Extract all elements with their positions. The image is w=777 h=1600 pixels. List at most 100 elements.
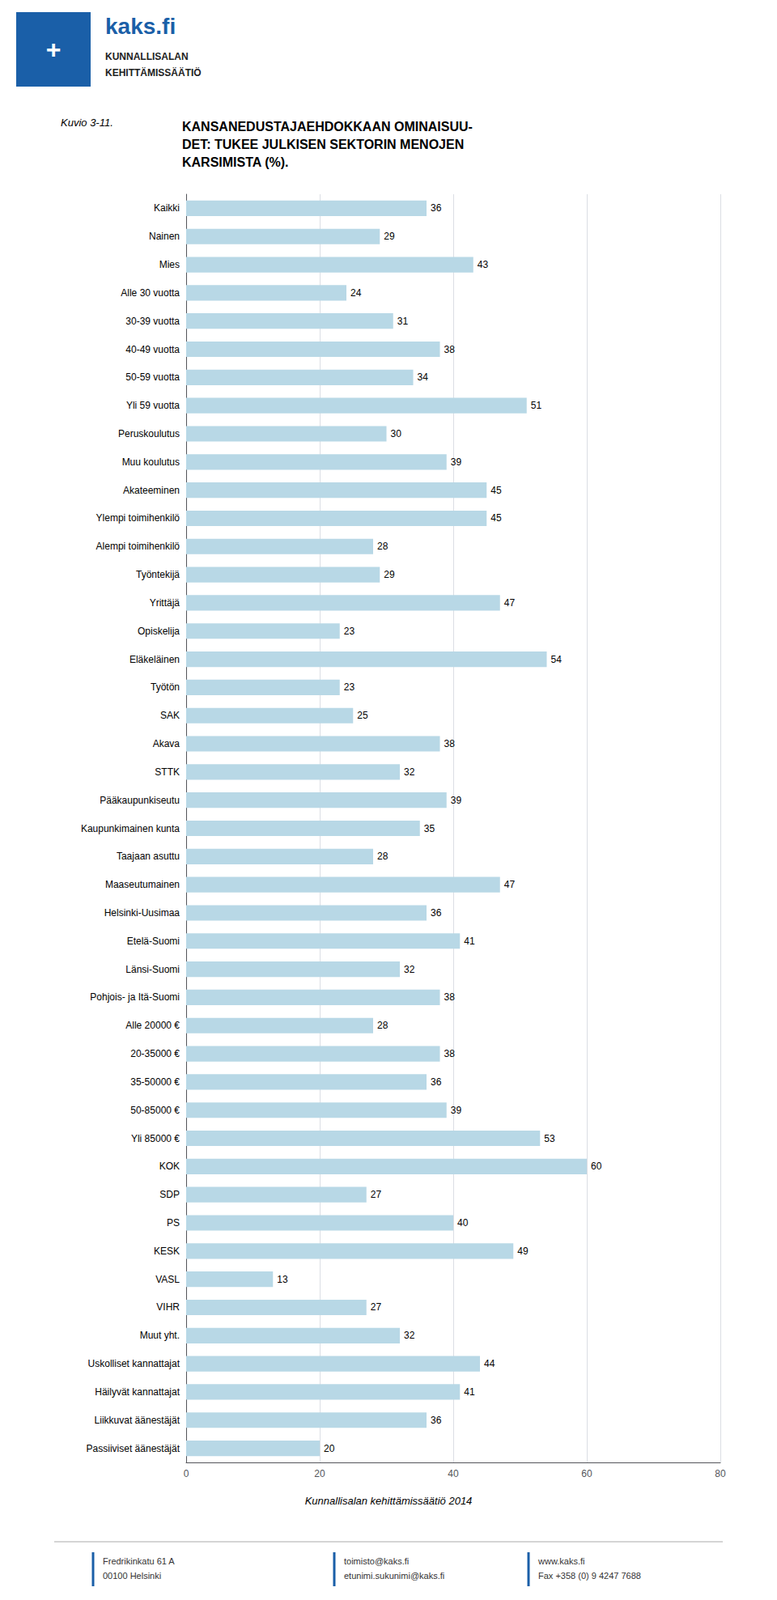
svg-text:kaks.fi: kaks.fi [105,13,176,39]
svg-text:Passiiviset äänestäjät: Passiiviset äänestäjät [86,1443,181,1455]
svg-text:28: 28 [377,1019,389,1032]
svg-text:Länsi-Suomi: Länsi-Suomi [125,963,180,976]
svg-text:47: 47 [504,597,516,609]
svg-text:Liikkuvat äänestäjät: Liikkuvat äänestäjät [94,1414,181,1427]
svg-text:51: 51 [530,399,543,412]
svg-text:Mies: Mies [159,259,180,271]
svg-text:40: 40 [447,1468,459,1480]
svg-text:38: 38 [444,1048,456,1060]
svg-text:Fredrikinkatu 61 A: Fredrikinkatu 61 A [102,1556,175,1567]
svg-text:www.kaks.fi: www.kaks.fi [537,1556,585,1567]
svg-text:+: + [46,34,62,64]
svg-text:45: 45 [490,484,502,497]
svg-text:23: 23 [343,681,356,693]
svg-text:Eläkeläinen: Eläkeläinen [129,653,180,666]
svg-text:32: 32 [403,1329,416,1342]
svg-text:STTK: STTK [154,766,180,778]
svg-text:36: 36 [430,202,442,214]
svg-text:60: 60 [581,1468,593,1480]
svg-text:47: 47 [504,878,516,891]
svg-text:Muu koulutus: Muu koulutus [122,456,180,468]
svg-text:KUNNALLISALAN: KUNNALLISALAN [105,50,189,63]
svg-text:36: 36 [430,907,442,919]
svg-text:Nainen: Nainen [148,230,180,243]
svg-text:Alempi toimihenkilö: Alempi toimihenkilö [96,540,181,552]
svg-text:29: 29 [383,230,395,243]
svg-text:Kuvio 3-11.: Kuvio 3-11. [60,116,114,129]
svg-text:00100 Helsinki: 00100 Helsinki [102,1570,162,1581]
svg-text:53: 53 [543,1133,556,1145]
svg-text:36: 36 [430,1076,442,1088]
svg-text:30: 30 [390,428,403,440]
svg-text:Ylempi toimihenkilö: Ylempi toimihenkilö [96,512,181,524]
svg-text:41: 41 [463,935,476,947]
svg-text:39: 39 [450,1104,463,1117]
svg-text:43: 43 [477,259,489,271]
svg-text:40-49 vuotta: 40-49 vuotta [125,343,180,356]
svg-text:50-85000 €: 50-85000 € [130,1104,180,1117]
svg-text:34: 34 [417,371,429,383]
svg-text:45: 45 [490,512,502,524]
svg-text:29: 29 [383,568,395,581]
svg-text:44: 44 [484,1358,496,1370]
svg-text:VIHR: VIHR [156,1301,180,1313]
svg-text:38: 38 [444,343,456,356]
svg-text:Työtön: Työtön [150,681,180,693]
svg-text:20: 20 [323,1443,336,1455]
svg-text:VASL: VASL [155,1273,180,1286]
svg-text:Fax +358 (0) 9 4247 7688: Fax +358 (0) 9 4247 7688 [538,1570,642,1581]
svg-text:35-50000 €: 35-50000 € [130,1076,180,1088]
svg-text:Maaseutumainen: Maaseutumainen [105,878,180,891]
svg-text:Akateeminen: Akateeminen [123,484,180,497]
svg-text:60: 60 [590,1160,603,1172]
svg-text:KEHITTÄMISSÄÄTIÖ: KEHITTÄMISSÄÄTIÖ [105,66,202,79]
svg-text:20-35000 €: 20-35000 € [130,1048,180,1060]
svg-text:etunimi.sukunimi@kaks.fi: etunimi.sukunimi@kaks.fi [343,1570,445,1581]
svg-text:40: 40 [457,1217,469,1229]
svg-text:Kunnallisalan kehittämissäätiö: Kunnallisalan kehittämissäätiö 2014 [305,1494,473,1508]
svg-text:24: 24 [350,287,362,299]
svg-text:Kaupunkimainen kunta: Kaupunkimainen kunta [80,823,180,835]
svg-text:Pääkaupunkiseutu: Pääkaupunkiseutu [99,794,180,807]
svg-text:Pohjois- ja Itä-Suomi: Pohjois- ja Itä-Suomi [89,991,180,1003]
svg-text:80: 80 [714,1468,727,1480]
svg-text:KARSIMISTA (%).: KARSIMISTA (%). [182,155,289,170]
svg-text:toimisto@kaks.fi: toimisto@kaks.fi [343,1556,409,1567]
svg-text:Työntekijä: Työntekijä [135,568,180,581]
svg-text:49: 49 [517,1245,529,1257]
svg-text:32: 32 [403,963,416,976]
svg-text:27: 27 [370,1301,383,1313]
svg-text:Taajaan asuttu: Taajaan asuttu [116,850,180,862]
svg-text:36: 36 [430,1414,442,1427]
svg-text:Etelä-Suomi: Etelä-Suomi [127,935,180,947]
svg-text:DET: TUKEE JULKISEN SEKTORIN M: DET: TUKEE JULKISEN SEKTORIN MENOJEN [182,137,464,152]
svg-text:KANSANEDUSTAJAEHDOKKAAN OMINAI: KANSANEDUSTAJAEHDOKKAAN OMINAISUU- [182,119,473,134]
svg-text:Yli 85000 €: Yli 85000 € [131,1133,180,1145]
svg-text:Helsinki-Uusimaa: Helsinki-Uusimaa [104,907,181,919]
svg-text:28: 28 [377,850,389,862]
svg-text:Peruskoulutus: Peruskoulutus [118,428,180,440]
svg-text:31: 31 [397,315,409,327]
svg-text:Opiskelija: Opiskelija [137,625,180,637]
svg-text:38: 38 [444,991,456,1003]
svg-text:25: 25 [356,709,369,722]
svg-text:Akava: Akava [152,738,181,750]
svg-text:Muut yht.: Muut yht. [140,1329,180,1342]
svg-text:KOK: KOK [159,1160,180,1172]
svg-text:Yrittäjä: Yrittäjä [149,597,181,609]
svg-text:Alle 20000 €: Alle 20000 € [125,1019,180,1032]
svg-text:28: 28 [377,540,389,552]
svg-text:20: 20 [314,1468,326,1480]
svg-text:KESK: KESK [153,1245,180,1257]
svg-text:SDP: SDP [159,1188,180,1201]
svg-text:32: 32 [403,766,416,778]
svg-text:Uskolliset kannattajat: Uskolliset kannattajat [88,1358,181,1370]
svg-text:23: 23 [343,625,356,637]
svg-text:38: 38 [444,738,456,750]
svg-text:Yli 59 vuotta: Yli 59 vuotta [126,399,180,412]
svg-text:27: 27 [370,1188,383,1201]
svg-text:39: 39 [450,456,463,468]
svg-text:Kaikki: Kaikki [153,202,180,214]
svg-text:35: 35 [424,823,436,835]
svg-text:54: 54 [551,653,563,666]
